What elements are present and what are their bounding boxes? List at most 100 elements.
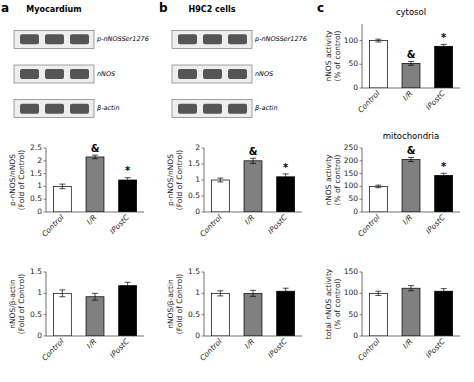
blot-band <box>20 104 39 114</box>
error-cap <box>408 61 414 62</box>
panel-label: b <box>159 1 168 15</box>
y-tick <box>202 148 205 149</box>
error-stem <box>285 174 286 180</box>
y-axis-label: nNOS activity(% of control) <box>324 30 342 82</box>
x-tick-label: Control <box>356 88 382 114</box>
error-cap <box>250 158 256 159</box>
blot-band <box>70 104 89 114</box>
error-cap <box>375 39 381 40</box>
y-tick-label: 150 <box>344 267 359 276</box>
error-bar <box>59 184 65 189</box>
bar <box>244 293 262 336</box>
y-axis-line <box>362 272 363 336</box>
y-tick <box>202 180 205 181</box>
blot-band <box>228 69 247 79</box>
y-axis-label: total nNOS activity(% of control) <box>324 268 342 339</box>
y-axis-label: p-nNOS/nNOS(Fold of Control) <box>8 150 26 211</box>
y-tick <box>202 336 205 337</box>
marks <box>369 157 452 212</box>
panel-label: a <box>1 1 9 15</box>
blot-band <box>178 104 197 114</box>
error-cap <box>59 296 65 297</box>
y-tick-label: 0 <box>353 331 358 340</box>
y-axis-label-line: (Fold of Control) <box>17 150 26 211</box>
error-stem <box>378 39 379 42</box>
x-tick-label: I/R <box>401 337 414 350</box>
bar <box>53 293 71 336</box>
error-bar <box>125 178 131 183</box>
band-label: nNOS <box>255 70 273 78</box>
y-tick-label: 1 <box>195 288 200 297</box>
x-axis-line <box>204 212 302 213</box>
error-stem <box>62 290 63 297</box>
y-tick-label: 0 <box>195 207 200 216</box>
error-cap <box>250 290 256 291</box>
error-stem <box>220 291 221 296</box>
y-tick-label: 1.5 <box>30 169 42 178</box>
error-bar <box>375 39 381 42</box>
x-tick-label: Control <box>40 336 66 362</box>
y-axis-label-line: (Fold of Control) <box>175 150 184 211</box>
error-cap <box>441 288 447 289</box>
x-axis-line <box>46 212 144 213</box>
y-axis-line <box>362 24 363 88</box>
bar <box>211 293 229 336</box>
y-tick-label: 50 <box>348 59 358 68</box>
bar <box>435 46 453 88</box>
y-tick-label: 0 <box>353 207 358 216</box>
error-bar <box>408 157 414 161</box>
error-cap <box>217 181 223 182</box>
error-cap <box>59 188 65 189</box>
error-stem <box>253 290 254 296</box>
x-tick-label: IPostC <box>266 212 289 235</box>
x-axis-line <box>362 212 460 213</box>
y-tick <box>202 314 205 315</box>
y-tick-label: 1 <box>195 175 200 184</box>
error-cap <box>217 295 223 296</box>
error-cap <box>441 173 447 174</box>
error-stem <box>62 184 63 189</box>
blot-band <box>203 34 222 44</box>
blot-panel: Myocardiumap-nNOSSer1276nNOSβ-actin <box>1 1 149 118</box>
error-stem <box>253 158 254 163</box>
y-tick-label: 0.5 <box>188 191 200 200</box>
bar <box>369 293 387 336</box>
error-stem <box>443 289 444 294</box>
y-tick <box>44 212 47 213</box>
x-tick-label: Control <box>198 212 224 238</box>
y-tick-label: 1 <box>37 288 42 297</box>
error-cap <box>283 179 289 180</box>
bar-chart: 00.511.522.5ControlI/RIPostCp-nNOS/nNOS(… <box>8 143 144 239</box>
y-tick-label: 1.5 <box>188 159 200 168</box>
y-axis-line <box>46 148 47 212</box>
blot-band <box>203 104 222 114</box>
bar-chart: 050100150200250ControlI/RIPostCnNOS acti… <box>324 131 460 239</box>
y-axis-label-line: (% of control) <box>333 154 342 205</box>
y-tick <box>202 164 205 165</box>
blot-band <box>70 69 89 79</box>
error-stem <box>220 178 221 182</box>
x-tick-label: IPostC <box>108 336 131 359</box>
bar <box>402 160 420 212</box>
error-stem <box>95 155 96 159</box>
y-axis-line <box>362 148 363 212</box>
significance-mark: & <box>91 143 100 154</box>
y-tick-label: 2 <box>37 156 42 165</box>
bar <box>435 175 453 212</box>
error-bar <box>441 173 447 177</box>
y-tick-label: 1 <box>37 181 42 190</box>
y-axis-label-line: (% of control) <box>333 278 342 329</box>
x-tick-label: I/R <box>401 89 414 102</box>
y-tick-label: 0 <box>37 331 42 340</box>
x-axis-line <box>46 336 144 337</box>
error-cap <box>217 178 223 179</box>
y-tick <box>360 272 363 273</box>
error-stem <box>411 286 412 291</box>
error-stem <box>411 157 412 161</box>
y-tick-label: 1.5 <box>188 267 200 276</box>
y-tick <box>44 160 47 161</box>
band-label: p-nNOSSer1276 <box>96 35 149 43</box>
marks <box>211 158 294 212</box>
band-label: β-actin <box>255 104 278 112</box>
y-tick <box>360 336 363 337</box>
